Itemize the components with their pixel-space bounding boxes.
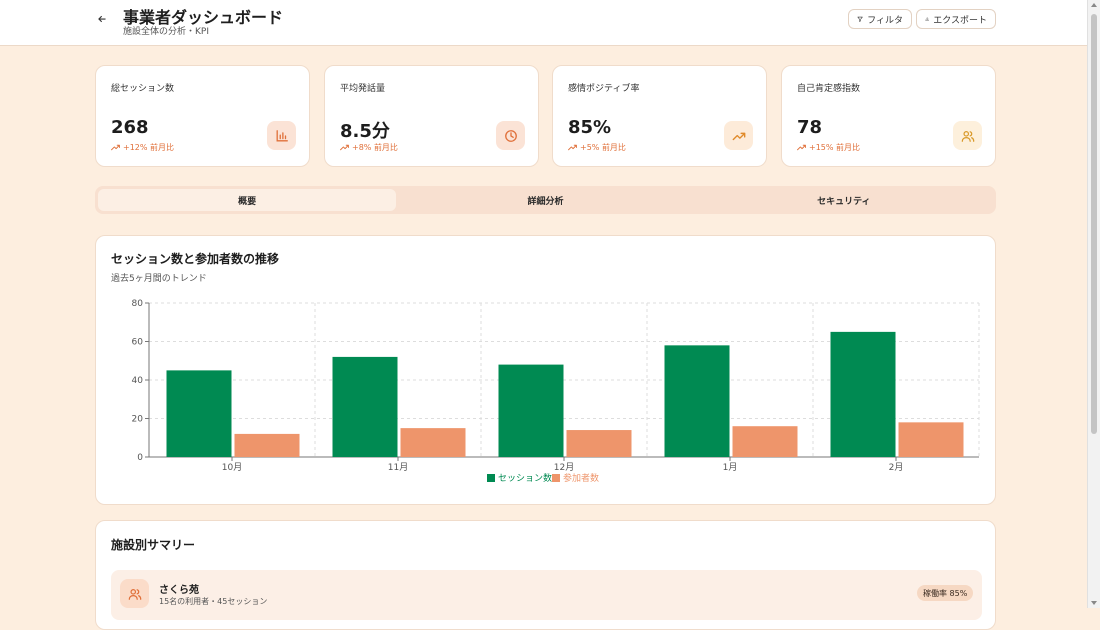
trend-chart-card: セッション数と参加者数の推移 過去5ヶ月間のトレンド 0 20 40 60 80 10月 1…	[95, 235, 996, 505]
legend-label: 参加者数	[563, 472, 599, 484]
arrow-left-icon	[98, 15, 106, 23]
facility-name: さくら苑	[159, 585, 199, 596]
facility-summary-card: 施設別サマリー さくら苑 15名の利用者・45セッション 稼働率 85%	[95, 520, 996, 630]
trending-up-icon	[797, 144, 806, 151]
kpi-icon-box	[724, 121, 753, 150]
x-tick-label: 12月	[554, 462, 574, 473]
y-tick-label: 0	[137, 453, 143, 463]
kpi-value: 8.5分	[340, 121, 390, 142]
download-icon	[925, 17, 929, 21]
tab-security[interactable]: セキュリティ	[817, 196, 871, 207]
kpi-label: 平均発話量	[340, 84, 386, 94]
kpi-value: 85%	[568, 117, 612, 138]
bar-sessions	[664, 345, 730, 457]
x-tick-label: 1月	[723, 462, 738, 473]
summary-title: 施設別サマリー	[111, 538, 196, 552]
x-tick-label: 10月	[222, 462, 242, 473]
kpi-icon-box	[953, 121, 982, 150]
kpi-icon-box	[496, 121, 525, 150]
bar-participants	[732, 426, 798, 457]
legend-swatch	[487, 474, 495, 482]
scroll-thumb[interactable]	[1091, 14, 1097, 434]
kpi-card-positive-rate: 感情ポジティブ率 85% +5% 前月比	[552, 65, 767, 167]
tab-overview[interactable]: 概要	[98, 189, 397, 211]
clock-icon	[504, 129, 517, 142]
page-subtitle: 施設全体の分析・KPI	[123, 27, 209, 37]
bar-sessions	[166, 370, 232, 457]
page-title: 事業者ダッシュボード	[123, 8, 284, 27]
facility-icon-box	[120, 579, 149, 608]
bar-participants	[400, 428, 466, 457]
export-button[interactable]: エクスポート	[916, 9, 996, 29]
kpi-trend-text: +8% 前月比	[352, 143, 398, 152]
kpi-card-self-esteem: 自己肯定感指数 78 +15% 前月比	[781, 65, 996, 167]
bar-participants	[566, 430, 632, 457]
trending-up-icon	[732, 132, 745, 140]
users-icon	[128, 588, 141, 600]
x-tick-label: 11月	[388, 462, 408, 473]
kpi-card-total-sessions: 総セッション数 268 +12% 前月比	[95, 65, 310, 167]
filter-button[interactable]: フィルタ	[848, 9, 912, 29]
scroll-down-arrow-icon[interactable]	[1091, 601, 1097, 605]
kpi-value: 78	[797, 117, 823, 138]
utilization-badge: 稼働率 85%	[917, 585, 974, 601]
users-icon	[961, 130, 974, 142]
tab-detailed-analysis[interactable]: 詳細分析	[527, 196, 564, 207]
kpi-label: 自己肯定感指数	[797, 84, 861, 94]
y-tick-label: 40	[132, 376, 144, 386]
page-header: 事業者ダッシュボード 施設全体の分析・KPI フィルタ エクスポート	[0, 0, 1087, 46]
kpi-label: 総セッション数	[111, 84, 175, 94]
bar-sessions	[830, 331, 896, 457]
chart-title: セッション数と参加者数の推移	[111, 252, 280, 266]
bar-participants	[234, 433, 300, 457]
scroll-up-arrow-icon[interactable]	[1091, 3, 1097, 7]
kpi-trend: +15% 前月比	[797, 142, 860, 153]
trending-up-icon	[111, 144, 120, 151]
y-tick-label: 60	[132, 338, 144, 348]
bar-sessions	[498, 364, 564, 457]
facility-meta: 15名の利用者・45セッション	[159, 597, 268, 606]
y-tick-label: 20	[132, 415, 144, 425]
page-scrollbar[interactable]	[1087, 0, 1100, 608]
kpi-trend: +5% 前月比	[568, 142, 626, 153]
y-tick-label: 80	[132, 299, 144, 309]
chart-subtitle: 過去5ヶ月間のトレンド	[111, 274, 207, 284]
kpi-trend-text: +15% 前月比	[809, 143, 861, 152]
kpi-label: 感情ポジティブ率	[568, 84, 640, 94]
kpi-trend: +12% 前月比	[111, 142, 174, 153]
filter-button-label: フィルタ	[867, 15, 903, 26]
tab-bar: 概要 詳細分析 セキュリティ	[95, 186, 996, 214]
kpi-trend-text: +12% 前月比	[123, 143, 175, 152]
legend-label: セッション数	[498, 472, 552, 484]
facility-row[interactable]: さくら苑 15名の利用者・45セッション 稼働率 85%	[111, 570, 982, 620]
kpi-trend: +8% 前月比	[340, 142, 398, 153]
export-button-label: エクスポート	[933, 15, 987, 26]
kpi-card-average-speech: 平均発話量 8.5分 +8% 前月比	[324, 65, 539, 167]
legend-swatch	[552, 474, 560, 482]
trending-up-icon	[568, 144, 577, 151]
kpi-value: 268	[111, 117, 149, 138]
bar-participants	[898, 422, 964, 457]
x-tick-label: 2月	[889, 462, 904, 473]
filter-icon	[857, 16, 863, 22]
bar-chart-icon	[276, 129, 288, 141]
kpi-trend-text: +5% 前月比	[580, 143, 626, 152]
kpi-icon-box	[267, 121, 296, 150]
back-button[interactable]	[97, 10, 113, 28]
bar-sessions	[332, 356, 398, 457]
trending-up-icon	[340, 144, 349, 151]
